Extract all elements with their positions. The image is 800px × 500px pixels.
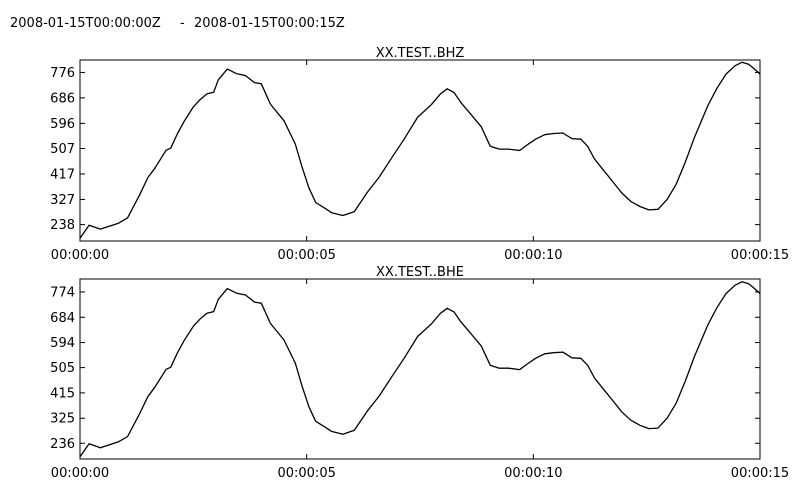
x-tick-label-bhe: 00:00:15 [731, 466, 789, 481]
waveform-bhe [79, 281, 761, 458]
panel-bhz: XX.TEST..BHZ 238 327 417 507 596 686 776 00:00:0… [50, 46, 789, 263]
y-tick-label-bhz: 776 [50, 66, 75, 81]
y-tick-label-bhz: 507 [50, 142, 75, 157]
y-tick-label-bhe: 774 [50, 285, 75, 300]
x-tick-label-bhz: 00:00:05 [277, 248, 335, 263]
y-tick-label-bhz: 596 [50, 117, 75, 132]
panel-bhe: XX.TEST..BHE 236 325 415 505 594 684 774 00:00:0… [50, 265, 789, 481]
header-end-time: 2008-01-15T00:00:15Z [194, 16, 345, 31]
y-tick-label-bhz: 238 [50, 218, 75, 233]
y-tick-label-bhz: 327 [50, 193, 75, 208]
y-tick-label-bhz: 686 [50, 91, 75, 106]
x-tick-label-bhe: 00:00:05 [277, 466, 335, 481]
x-tick-label-bhz: 00:00:10 [504, 248, 562, 263]
y-tick-label-bhe: 415 [50, 386, 75, 401]
header-separator: - [180, 16, 185, 31]
y-tick-label-bhe: 505 [50, 361, 75, 376]
waveform-bhz [79, 61, 761, 239]
y-tick-label-bhe: 684 [50, 311, 75, 326]
header-start-time: 2008-01-15T00:00:00Z [10, 16, 161, 31]
x-tick-label-bhz: 00:00:15 [731, 248, 789, 263]
x-tick-label-bhe: 00:00:10 [504, 466, 562, 481]
y-tick-label-bhz: 417 [50, 167, 75, 182]
y-tick-label-bhe: 594 [50, 336, 75, 351]
x-tick-label-bhe: 00:00:00 [51, 466, 109, 481]
plot-frame-bhz [79, 59, 761, 242]
x-tick-label-bhz: 00:00:00 [51, 248, 109, 263]
y-tick-label-bhe: 325 [50, 412, 75, 427]
plot-frame-bhe [79, 278, 761, 460]
panel-title-bhz: XX.TEST..BHZ [376, 46, 465, 61]
y-tick-label-bhe: 236 [50, 437, 75, 452]
panel-title-bhe: XX.TEST..BHE [376, 265, 464, 280]
